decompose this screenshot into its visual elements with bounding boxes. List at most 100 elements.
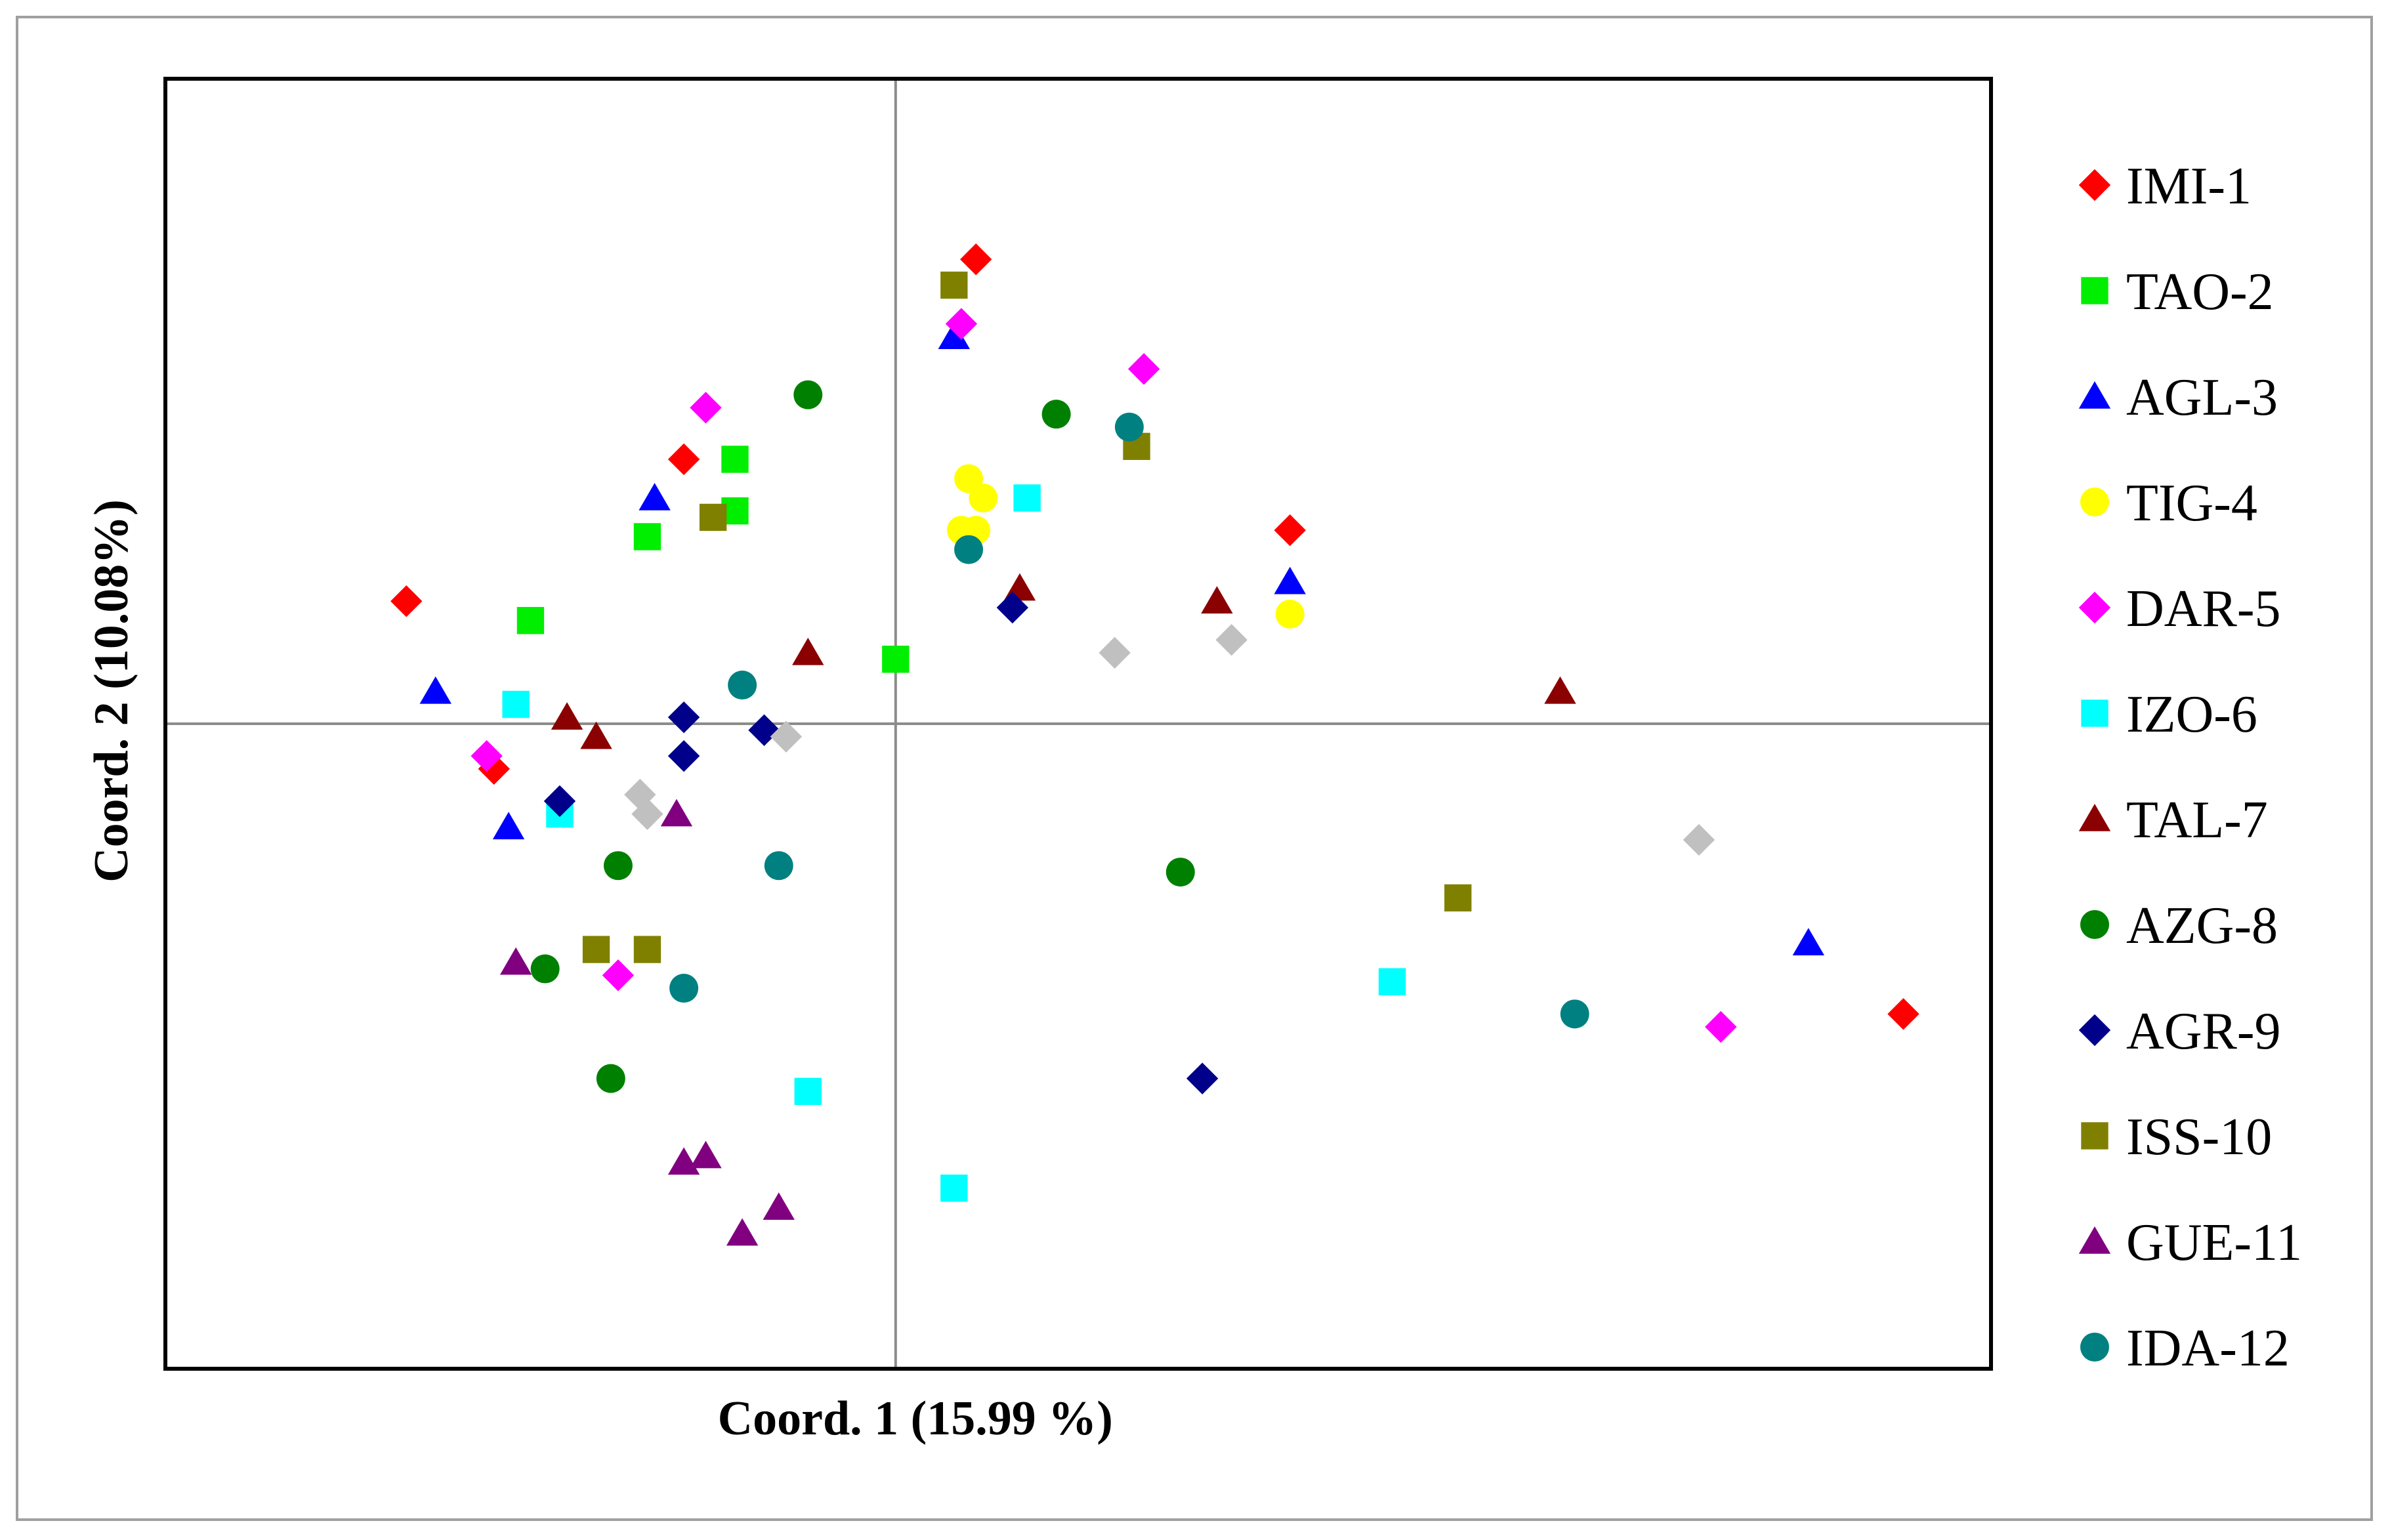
legend-label-imi-1: IMI-1 — [2126, 157, 2252, 215]
point-iss-10-0 — [940, 271, 968, 299]
point-agr-9-2 — [748, 714, 780, 747]
point-iss-10-2 — [699, 503, 727, 531]
point-tao-2-4 — [882, 646, 910, 673]
legend-marker-agl-3 — [2078, 381, 2111, 409]
legend-label-agr-9: AGR-9 — [2126, 1003, 2281, 1060]
x-axis-title: Coord. 1 (15.99 %) — [718, 1392, 1113, 1446]
point-unlabeled-12-3 — [624, 778, 656, 811]
point-gue-11-1 — [499, 947, 532, 975]
figure-frame — [16, 16, 2373, 1521]
legend-label-agl-3: AGL-3 — [2126, 369, 2278, 427]
legend-marker-imi-1 — [2078, 169, 2111, 201]
point-tal-7-5 — [580, 721, 612, 749]
point-ida-12-2 — [728, 671, 757, 700]
point-agl-3-1 — [639, 482, 671, 510]
legend-marker-gue-11 — [2078, 1226, 2111, 1254]
point-tig-4-1 — [969, 483, 998, 512]
point-agr-9-5 — [1186, 1062, 1219, 1094]
point-izo-6-1 — [502, 690, 530, 718]
point-iss-10-3 — [1444, 884, 1472, 912]
legend-label-ida-12: IDA-12 — [2126, 1320, 2290, 1377]
point-azg-8-5 — [596, 1064, 625, 1093]
point-imi-1-1 — [667, 443, 700, 476]
point-unlabeled-12-0 — [1099, 636, 1131, 669]
point-gue-11-4 — [763, 1192, 795, 1220]
plot-area — [163, 77, 1993, 1371]
legend-marker-tal-7 — [2078, 804, 2111, 831]
legend-marker-azg-8 — [2080, 910, 2109, 939]
legend-label-tal-7: TAL-7 — [2126, 791, 2268, 849]
point-tal-7-3 — [1544, 676, 1576, 704]
point-gue-11-5 — [726, 1218, 759, 1246]
point-izo-6-0 — [1013, 484, 1041, 512]
legend-label-dar-5: DAR-5 — [2126, 580, 2281, 638]
point-imi-1-0 — [960, 243, 992, 276]
point-azg-8-4 — [530, 954, 560, 984]
point-tao-2-0 — [721, 446, 749, 473]
point-azg-8-0 — [793, 380, 823, 409]
point-ida-12-1 — [954, 535, 984, 564]
point-tal-7-4 — [551, 702, 583, 730]
point-dar-5-2 — [690, 392, 722, 424]
point-dar-5-0 — [945, 308, 978, 340]
legend-marker-ida-12 — [2080, 1333, 2109, 1362]
axis-lines — [165, 79, 1991, 1369]
point-agl-3-5 — [1792, 928, 1824, 956]
point-dar-5-4 — [602, 959, 635, 991]
data-points — [390, 243, 1919, 1246]
point-tig-4-4 — [1275, 599, 1305, 629]
point-izo-6-3 — [1378, 968, 1406, 995]
legend-label-tao-2: TAO-2 — [2126, 263, 2274, 321]
point-imi-1-3 — [390, 585, 423, 617]
legend-marker-tig-4 — [2080, 488, 2109, 516]
point-agr-9-4 — [543, 785, 576, 818]
point-iss-10-4 — [582, 936, 610, 963]
point-agl-3-2 — [1274, 566, 1306, 594]
point-agr-9-0 — [996, 591, 1029, 624]
point-ida-12-4 — [669, 974, 699, 1003]
point-imi-1-5 — [1887, 998, 1919, 1030]
legend: IMI-1 TAO-2 AGL-3 TIG-4 DAR-5 IZO-6 TAL-7 AZG-8… — [2078, 157, 2302, 1377]
point-agl-3-4 — [492, 812, 525, 840]
point-azg-8-1 — [1041, 400, 1071, 429]
legend-marker-agr-9 — [2078, 1014, 2111, 1047]
point-azg-8-2 — [603, 851, 633, 881]
y-axis-title: Coord. 2 (10.08%) — [85, 499, 138, 883]
point-tao-2-3 — [516, 607, 545, 635]
legend-marker-iss-10 — [2081, 1122, 2108, 1150]
point-imi-1-2 — [1274, 514, 1306, 547]
point-gue-11-0 — [660, 799, 693, 827]
point-tal-7-2 — [792, 637, 824, 665]
legend-label-iss-10: ISS-10 — [2126, 1108, 2272, 1166]
point-agr-9-1 — [667, 701, 700, 734]
point-ida-12-0 — [1114, 412, 1144, 442]
point-ida-12-3 — [764, 851, 793, 881]
legend-label-gue-11: GUE-11 — [2126, 1214, 2302, 1272]
point-dar-5-1 — [1127, 353, 1160, 385]
point-azg-8-3 — [1165, 858, 1195, 887]
point-unlabeled-12-5 — [1683, 823, 1715, 856]
point-imi-1-4 — [478, 753, 510, 785]
point-dar-5-3 — [471, 739, 503, 772]
point-unlabeled-12-4 — [631, 798, 663, 830]
point-unlabeled-12-1 — [1215, 624, 1247, 656]
point-izo-6-5 — [940, 1175, 968, 1202]
legend-marker-izo-6 — [2081, 699, 2108, 727]
legend-label-azg-8: AZG-8 — [2126, 897, 2278, 955]
point-agr-9-3 — [667, 739, 700, 772]
point-tal-7-1 — [1201, 586, 1233, 614]
legend-label-izo-6: IZO-6 — [2126, 686, 2257, 743]
point-gue-11-3 — [667, 1147, 700, 1175]
point-izo-6-4 — [794, 1077, 822, 1105]
point-agl-3-0 — [938, 322, 971, 350]
point-gue-11-2 — [690, 1140, 722, 1169]
point-dar-5-5 — [1705, 1010, 1737, 1043]
point-agl-3-3 — [419, 676, 451, 704]
legend-label-tig-4: TIG-4 — [2126, 474, 2257, 532]
point-unlabeled-12-2 — [770, 720, 803, 753]
point-iss-10-5 — [633, 936, 661, 963]
point-tao-2-2 — [633, 523, 661, 551]
legend-marker-dar-5 — [2078, 591, 2111, 624]
legend-marker-tao-2 — [2081, 277, 2108, 304]
